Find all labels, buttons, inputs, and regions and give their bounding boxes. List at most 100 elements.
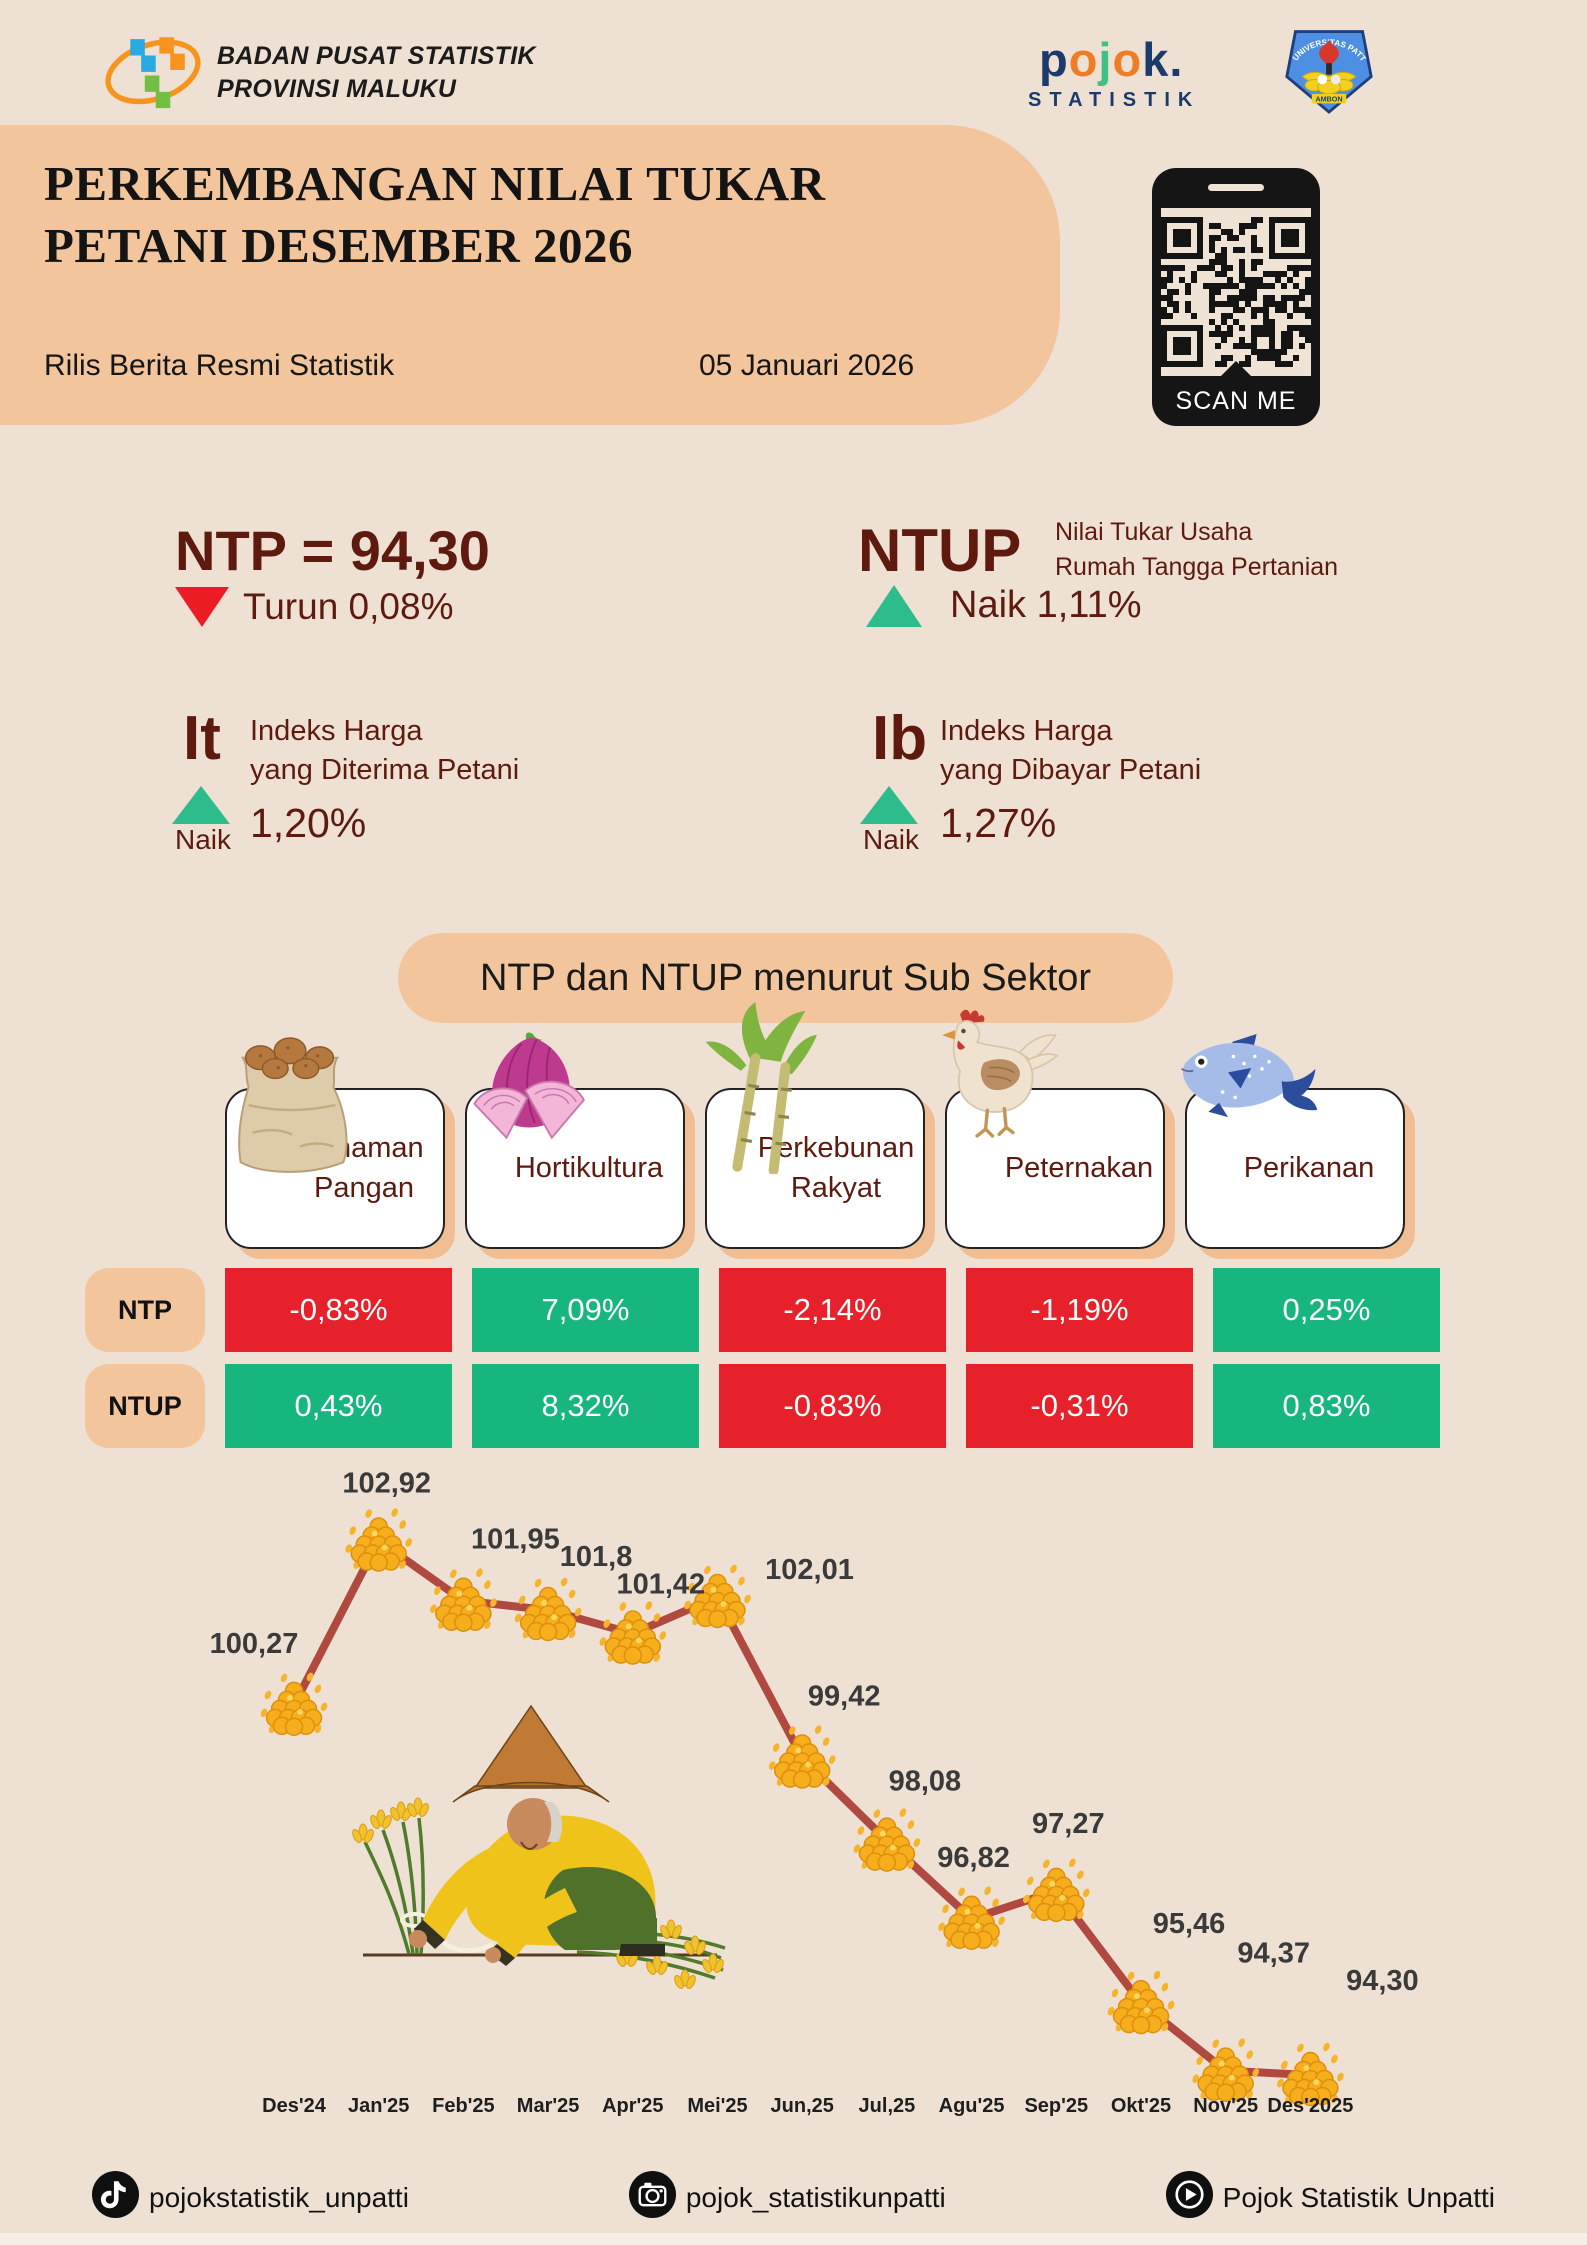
- svg-text:102,92: 102,92: [342, 1468, 431, 1500]
- svg-text:101,8: 101,8: [560, 1541, 633, 1573]
- ntp-peternakan-value: -1,19%: [966, 1268, 1193, 1352]
- youtube-icon: [1165, 2171, 1213, 2225]
- section-title-pill: NTP dan NTUP menurut Sub Sektor: [398, 933, 1173, 1023]
- chicken-icon: [931, 1008, 1059, 1158]
- release-date: 05 Januari 2026: [699, 349, 915, 382]
- it-abbr: It: [183, 704, 221, 773]
- svg-text:94,37: 94,37: [1237, 1938, 1310, 1970]
- instagram-icon: [628, 2171, 676, 2225]
- phone-speaker: [1208, 184, 1264, 191]
- youtube-handle-text: Pojok Statistik Unpatti: [1222, 2182, 1495, 2213]
- ntp-change: Turun 0,08%: [175, 586, 453, 628]
- svg-text:Nov'25: Nov'25: [1193, 2095, 1258, 2117]
- svg-text:Apr'25: Apr'25: [602, 2095, 663, 2117]
- svg-text:Jun,25: Jun,25: [771, 2095, 834, 2117]
- bottom-strip: [0, 2233, 1587, 2245]
- universitas-pattimura-logo: UNIVERSITAS PATTIMURA AMBON: [1280, 12, 1375, 121]
- instagram-handle-text: pojok_statistikunpatti: [685, 2182, 946, 2213]
- svg-text:101,95: 101,95: [471, 1524, 560, 1556]
- it-up-triangle-icon: [172, 786, 230, 824]
- svg-text:95,46: 95,46: [1153, 1908, 1226, 1940]
- svg-text:99,42: 99,42: [808, 1681, 881, 1713]
- ntp-change-text: Turun 0,08%: [243, 586, 454, 627]
- instagram-handle[interactable]: pojok_statistikunpatti: [628, 2171, 946, 2225]
- down-triangle-icon: [175, 587, 229, 627]
- subsector-card-peternakan: Peternakan: [942, 1009, 1165, 1249]
- svg-text:Jul,25: Jul,25: [859, 2095, 916, 2117]
- ntup-desc: Nilai Tukar Usaha Rumah Tangga Pertanian: [1055, 518, 1339, 581]
- ib-direction: Naik: [863, 824, 920, 855]
- svg-text:97,27: 97,27: [1032, 1808, 1105, 1840]
- ntp-perikanan-value: 0,25%: [1213, 1268, 1440, 1352]
- subsector-card-tanaman-pangan: Tanaman Pangan: [225, 1037, 445, 1249]
- ntp-tanaman-pangan-value: -0,83%: [225, 1268, 452, 1352]
- pojok-statistik-logo: pojok. STATISTIK: [1022, 36, 1200, 112]
- ntup-change: Naik 1,11%: [866, 584, 1142, 627]
- subsector-card-hortikultura: Hortikultura: [465, 1032, 685, 1249]
- svg-text:Sep'25: Sep'25: [1024, 2095, 1088, 2117]
- page-title: PERKEMBANGAN NILAI TUKAR PETANI DESEMBER…: [44, 153, 826, 276]
- it-direction: Naik: [175, 824, 232, 855]
- scan-label-notch: [1221, 361, 1251, 376]
- scan-me-label: SCAN ME: [1175, 386, 1297, 415]
- release-label: Rilis Berita Resmi Statistik: [44, 349, 395, 382]
- it-value: 1,20%: [250, 800, 367, 846]
- svg-text:Mar'25: Mar'25: [517, 2095, 580, 2117]
- svg-text:Mei'25: Mei'25: [687, 2095, 747, 2117]
- subsector-name: Tanaman Pangan: [304, 1132, 424, 1204]
- ntup-peternakan-value: -0,31%: [966, 1364, 1193, 1448]
- page-title-line2: PETANI DESEMBER 2026: [44, 217, 634, 273]
- svg-text:Okt'25: Okt'25: [1111, 2095, 1171, 2117]
- svg-text:Des'24: Des'24: [262, 2095, 327, 2117]
- farmer-illustration: [325, 1692, 755, 1992]
- svg-text:Agu'25: Agu'25: [939, 2095, 1005, 2117]
- ntup-abbr: NTUP: [858, 517, 1022, 584]
- subsector-cards: Tanaman Pangan Hortikultura: [225, 1002, 1405, 1249]
- org-name-line1: BADAN PUSAT STATISTIK: [217, 42, 536, 70]
- subsector-card-perkebunan-rakyat: Perkebunan Rakyat: [705, 1002, 925, 1249]
- ntup-perkebunan-value: -0,83%: [719, 1364, 946, 1448]
- page-title-line1: PERKEMBANGAN NILAI TUKAR: [44, 156, 826, 211]
- subsector-name: Perikanan: [1243, 1151, 1375, 1184]
- ib-up-triangle-icon: [860, 786, 918, 824]
- svg-text:98,08: 98,08: [889, 1766, 962, 1798]
- ntup-change-text: Naik 1,11%: [950, 584, 1142, 626]
- svg-text:Jan'25: Jan'25: [348, 2095, 409, 2117]
- section-title: NTP dan NTUP menurut Sub Sektor: [479, 956, 1092, 999]
- ntup-row-label: NTUP: [85, 1364, 205, 1448]
- bps-logo-block: BADAN PUSAT STATISTIK PROVINSI MALUKU: [103, 22, 536, 123]
- onion-icon: [465, 1030, 597, 1158]
- ntup-tanaman-pangan-value: 0,43%: [225, 1364, 452, 1448]
- svg-text:100,27: 100,27: [210, 1628, 299, 1660]
- tiktok-handle-text: pojokstatistik_unpatti: [149, 2182, 409, 2213]
- ib-value: 1,27%: [940, 800, 1057, 846]
- svg-text:102,01: 102,01: [765, 1554, 854, 1586]
- qr-code-phone: SCAN ME: [1152, 168, 1320, 426]
- release-row: Rilis Berita Resmi Statistik 05 Januari …: [44, 349, 1024, 383]
- org-name-line2: PROVINSI MALUKU: [217, 74, 457, 103]
- org-name: BADAN PUSAT STATISTIK PROVINSI MALUKU: [217, 40, 536, 105]
- subsector-name: Perkebunan Rakyat: [757, 1132, 915, 1204]
- ntp-perkebunan-value: -2,14%: [719, 1268, 946, 1352]
- ntp-hortikultura-value: 7,09%: [472, 1268, 699, 1352]
- up-triangle-icon: [866, 584, 922, 627]
- subsector-table: NTP -0,83% 7,09% -2,14% -1,19% 0,25% NTU…: [85, 1268, 1440, 1448]
- ntp-headline: NTP = 94,30: [175, 519, 490, 582]
- it-desc: Indeks Harga yang Diterima Petani: [250, 715, 520, 786]
- subsector-name: Peternakan: [1004, 1151, 1154, 1184]
- ib-desc: Indeks Harga yang Dibayar Petani: [940, 715, 1202, 786]
- svg-text:Feb'25: Feb'25: [432, 2095, 495, 2117]
- subsector-card-perikanan: Perikanan: [1181, 1034, 1405, 1249]
- pojok-wordmark: pojok.: [1038, 33, 1184, 86]
- ntup-hortikultura-value: 8,32%: [472, 1364, 699, 1448]
- ntup-perikanan-value: 0,83%: [1213, 1364, 1440, 1448]
- social-footer: pojokstatistik_unpatti pojok_statistikun…: [0, 2158, 1587, 2238]
- pojok-subtitle: STATISTIK: [1028, 89, 1201, 111]
- bps-logo-icon: [103, 22, 203, 123]
- tiktok-handle[interactable]: pojokstatistik_unpatti: [92, 2171, 409, 2225]
- title-banner: PERKEMBANGAN NILAI TUKAR PETANI DESEMBER…: [0, 125, 1060, 425]
- youtube-handle[interactable]: Pojok Statistik Unpatti: [1165, 2171, 1495, 2225]
- svg-text:101,42: 101,42: [616, 1569, 705, 1601]
- subsector-name: Hortikultura: [514, 1151, 664, 1184]
